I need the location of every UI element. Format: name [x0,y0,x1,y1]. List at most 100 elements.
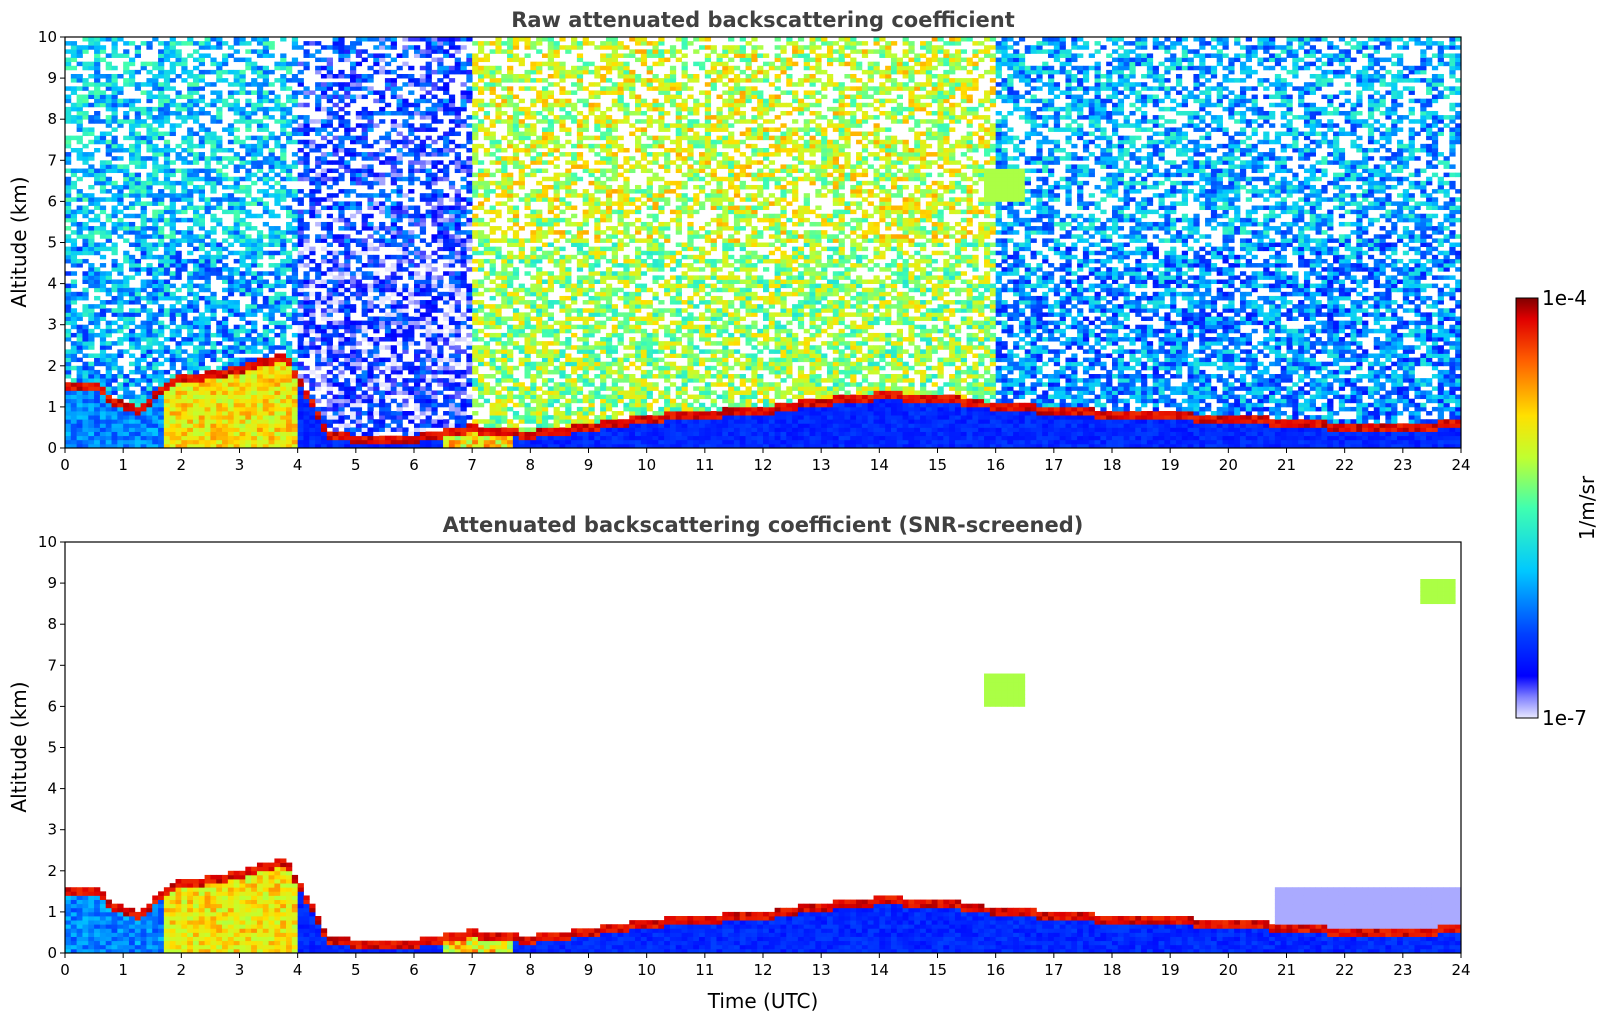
heatmap-cell [466,61,473,67]
heatmap-cell [82,295,89,301]
heatmap-cell [256,82,264,87]
heatmap-cell [158,209,165,215]
heatmap-cell [437,332,444,338]
heatmap-cell [233,110,240,116]
heatmap-cell [274,263,281,268]
heatmap-cell [88,275,95,280]
heatmap-cell [181,419,188,424]
heatmap-cell [443,439,450,445]
heatmap-cell [338,345,345,350]
heatmap-cell [175,423,182,428]
heatmap-cell [111,406,118,412]
heatmap-cell [251,271,258,276]
heatmap-cell [123,406,130,412]
heatmap-cell [123,300,130,305]
heatmap-cell [210,263,217,268]
heatmap-cell [192,189,200,194]
heatmap-cell [280,435,287,441]
heatmap-cell [76,197,83,202]
heatmap-cell [152,374,159,379]
heatmap-cell [134,258,142,264]
heatmap-cell [123,394,130,400]
heatmap-cell [99,226,107,231]
heatmap-cell [88,345,95,350]
heatmap-cell [344,304,351,309]
heatmap-cell [303,353,310,358]
heatmap-cell [320,65,328,71]
heatmap-cell [437,135,444,141]
heatmap-cell [443,337,450,342]
heatmap-cell [152,423,159,428]
heatmap-cell [216,172,223,178]
heatmap-cell [134,435,142,441]
heatmap-cell [239,374,246,379]
heatmap-cell [350,201,357,206]
heatmap-cell [251,304,258,309]
heatmap-cell [460,230,467,235]
heatmap-cell [379,345,386,350]
heatmap-cell [326,386,333,391]
heatmap-cell [99,308,107,313]
heatmap-cell [419,304,427,309]
heatmap-cell [251,242,258,248]
heatmap-cell [105,365,112,371]
heatmap-cell [239,110,246,116]
heatmap-cell [338,332,345,338]
heatmap-cell [326,308,333,313]
heatmap-cell [65,295,72,301]
heatmap-cell [192,258,200,264]
heatmap-cell [111,193,118,198]
heatmap-cell [326,73,333,79]
heatmap-cell [111,98,118,104]
heatmap-cell [315,386,322,391]
heatmap-cell [268,308,275,313]
heatmap-cell [384,156,392,161]
heatmap-cell [297,176,304,182]
heatmap-cell [326,419,333,424]
heatmap-cell [286,221,293,227]
heatmap-cell [128,332,136,338]
heatmap-cell [390,390,397,395]
heatmap-cell [361,135,368,141]
heatmap-cell [367,365,374,371]
heatmap-cell [332,439,339,445]
heatmap-cell [216,258,223,264]
heatmap-cell [431,406,438,412]
heatmap-cell [309,316,316,321]
heatmap-cell [309,415,316,420]
heatmap-cell [477,102,485,108]
heatmap-cell [117,263,124,268]
heatmap-cell [286,300,293,305]
heatmap-cell [472,160,479,165]
heatmap-cell [198,390,205,395]
heatmap-cell [187,189,194,194]
heatmap-cell [472,382,479,387]
heatmap-cell [326,234,333,239]
heatmap-cell [326,184,333,190]
heatmap-cell [396,110,403,116]
heatmap-cell [210,378,217,383]
heatmap-cell [350,94,357,100]
heatmap-cell [326,86,333,91]
heatmap-cell [192,349,200,354]
heatmap-cell [443,37,450,42]
heatmap-cell [477,328,485,334]
heatmap-cell [367,300,374,305]
heatmap-cell [472,193,479,198]
heatmap-cell [198,287,205,293]
heatmap-cell [373,443,380,448]
heatmap-cell [460,443,467,448]
heatmap-cell [158,320,165,326]
heatmap-cell [419,324,427,330]
heatmap-cell [448,427,456,432]
heatmap-cell [163,406,171,412]
heatmap-cell [245,427,252,432]
heatmap-cell [483,53,491,58]
heatmap-cell [152,431,159,437]
heatmap-cell [76,147,83,153]
heatmap-cell [379,201,386,206]
heatmap-cell [291,234,299,239]
heatmap-cell [419,406,427,412]
heatmap-cell [181,205,188,211]
heatmap-cell [204,386,211,391]
